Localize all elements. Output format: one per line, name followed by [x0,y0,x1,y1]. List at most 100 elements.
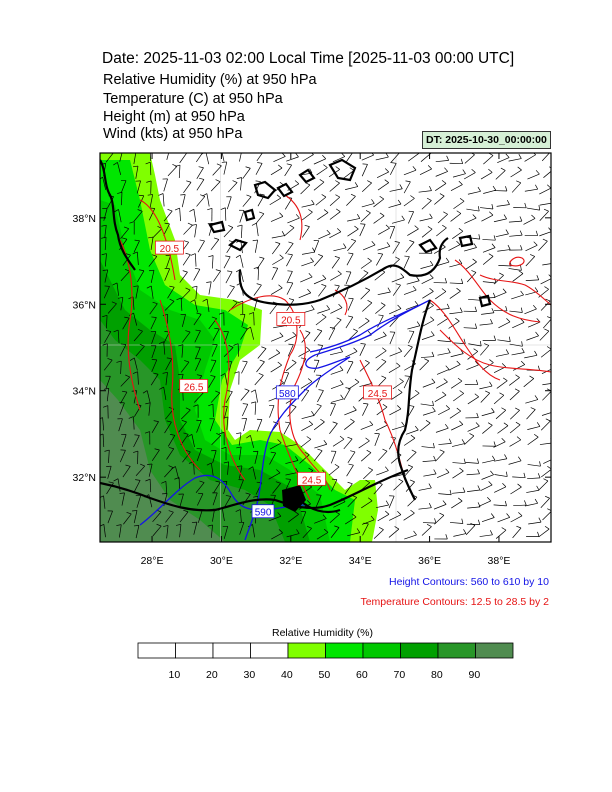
wind-barb [212,165,222,176]
wind-barb [286,156,299,162]
wind-barb-flag [503,422,509,426]
wind-barb-flag [229,285,235,288]
contour-label-box [297,471,327,486]
wind-barb [287,406,297,417]
wind-barb [239,522,245,535]
wind-barb [118,209,122,223]
wind-barb [512,322,525,329]
wind-barb-flag [151,316,157,318]
wind-barb-flag [488,253,494,257]
wind-barb-flag [189,208,195,212]
wind-barb-flag [200,194,205,197]
wind-barb-flag [447,348,451,353]
wind-barb-flag [546,149,551,151]
wind-barb-flag [542,238,548,242]
wind-barb [316,167,328,176]
wind-barb-flag [295,467,299,473]
wind-barb [239,509,242,523]
wind-barb [512,476,526,479]
wind-barb [434,195,445,205]
lon-label: 28°E [141,555,164,567]
wind-barb [403,437,416,446]
wind-barb-flag [171,466,176,470]
wind-barb-flag [439,449,445,453]
wind-barb-flag [501,527,507,531]
wind-barb-flag [458,259,463,264]
wind-barb-flag [396,362,401,367]
wind-barb-flag [429,302,434,306]
wind-barb [253,284,262,296]
wind-barb [180,361,190,373]
wind-barb [313,330,323,342]
wind-barb-flag [520,307,523,313]
axis-ticks [100,153,551,542]
wind-barb-flag [414,389,420,394]
wind-barb-flag [210,359,217,361]
wind-barb-flag [236,432,242,435]
wind-barb-flag [309,168,313,174]
wind-barb [513,504,527,507]
wind-barb [163,223,170,236]
wind-barb [133,330,143,342]
wind-barb-flag [385,224,390,229]
wind-barb [464,154,475,164]
wind-barb-flag [398,478,404,482]
wind-barb [419,422,431,432]
wind-barb [423,473,437,477]
wind-barb-flag [471,270,477,273]
wind-barb [347,228,359,237]
wind-barb-flag [382,347,387,352]
wind-barb-flag [501,363,506,368]
wind-barb-flag [134,239,140,242]
wind-barb [225,271,233,284]
wind-barb [467,190,481,195]
wind-barb-flag [162,313,168,317]
contour-label: 24.5 [302,475,322,486]
wind-barb-flag [544,328,550,332]
wind-barb-flag [306,525,312,529]
wind-barb-flag [386,242,391,247]
wind-barb-flag [535,184,539,190]
wind-barb [478,500,491,507]
wind-barb [525,256,535,267]
wind-barb-flag [410,434,416,439]
wind-barb-flag [323,164,328,168]
wind-barb [330,451,337,464]
wind-barb [510,169,522,178]
colorbar-swatch [362,642,401,659]
wind-barb-flag [475,379,479,385]
wind-barb [120,297,124,311]
wind-barb-flag [503,214,507,220]
wind-barb [373,529,384,539]
wind-barb [374,433,380,446]
wind-barb [197,240,205,253]
wind-barb [421,200,432,210]
wind-barb [243,418,247,432]
wind-barb-flag [232,180,238,183]
wind-barb-flag [416,276,420,281]
wind-barb [122,466,131,478]
wind-barb [206,193,210,207]
wind-barb-flag [505,306,508,312]
wind-barb [481,474,494,480]
wind-barb-flag [553,378,555,382]
wind-barb [539,231,551,237]
wind-barb [449,290,461,299]
wind-barb [524,354,538,359]
wind-barb-flag [187,433,193,438]
wind-barb [122,317,130,330]
wind-barb-flag [477,519,481,525]
wind-barb [389,188,403,192]
wind-barb [482,256,494,265]
wind-barb-flag [196,312,202,315]
wind-barb-flag [470,523,476,526]
wind-barb [119,344,127,357]
wind-barb-flag [427,165,432,170]
wind-barb-flag [384,179,389,183]
wind-barb-flag [334,284,340,287]
wind-barb-flag [430,331,435,336]
wind-barb [240,390,250,401]
wind-barb-flag [237,224,243,227]
wind-barb [526,409,536,420]
lon-label: 36°E [418,555,441,567]
